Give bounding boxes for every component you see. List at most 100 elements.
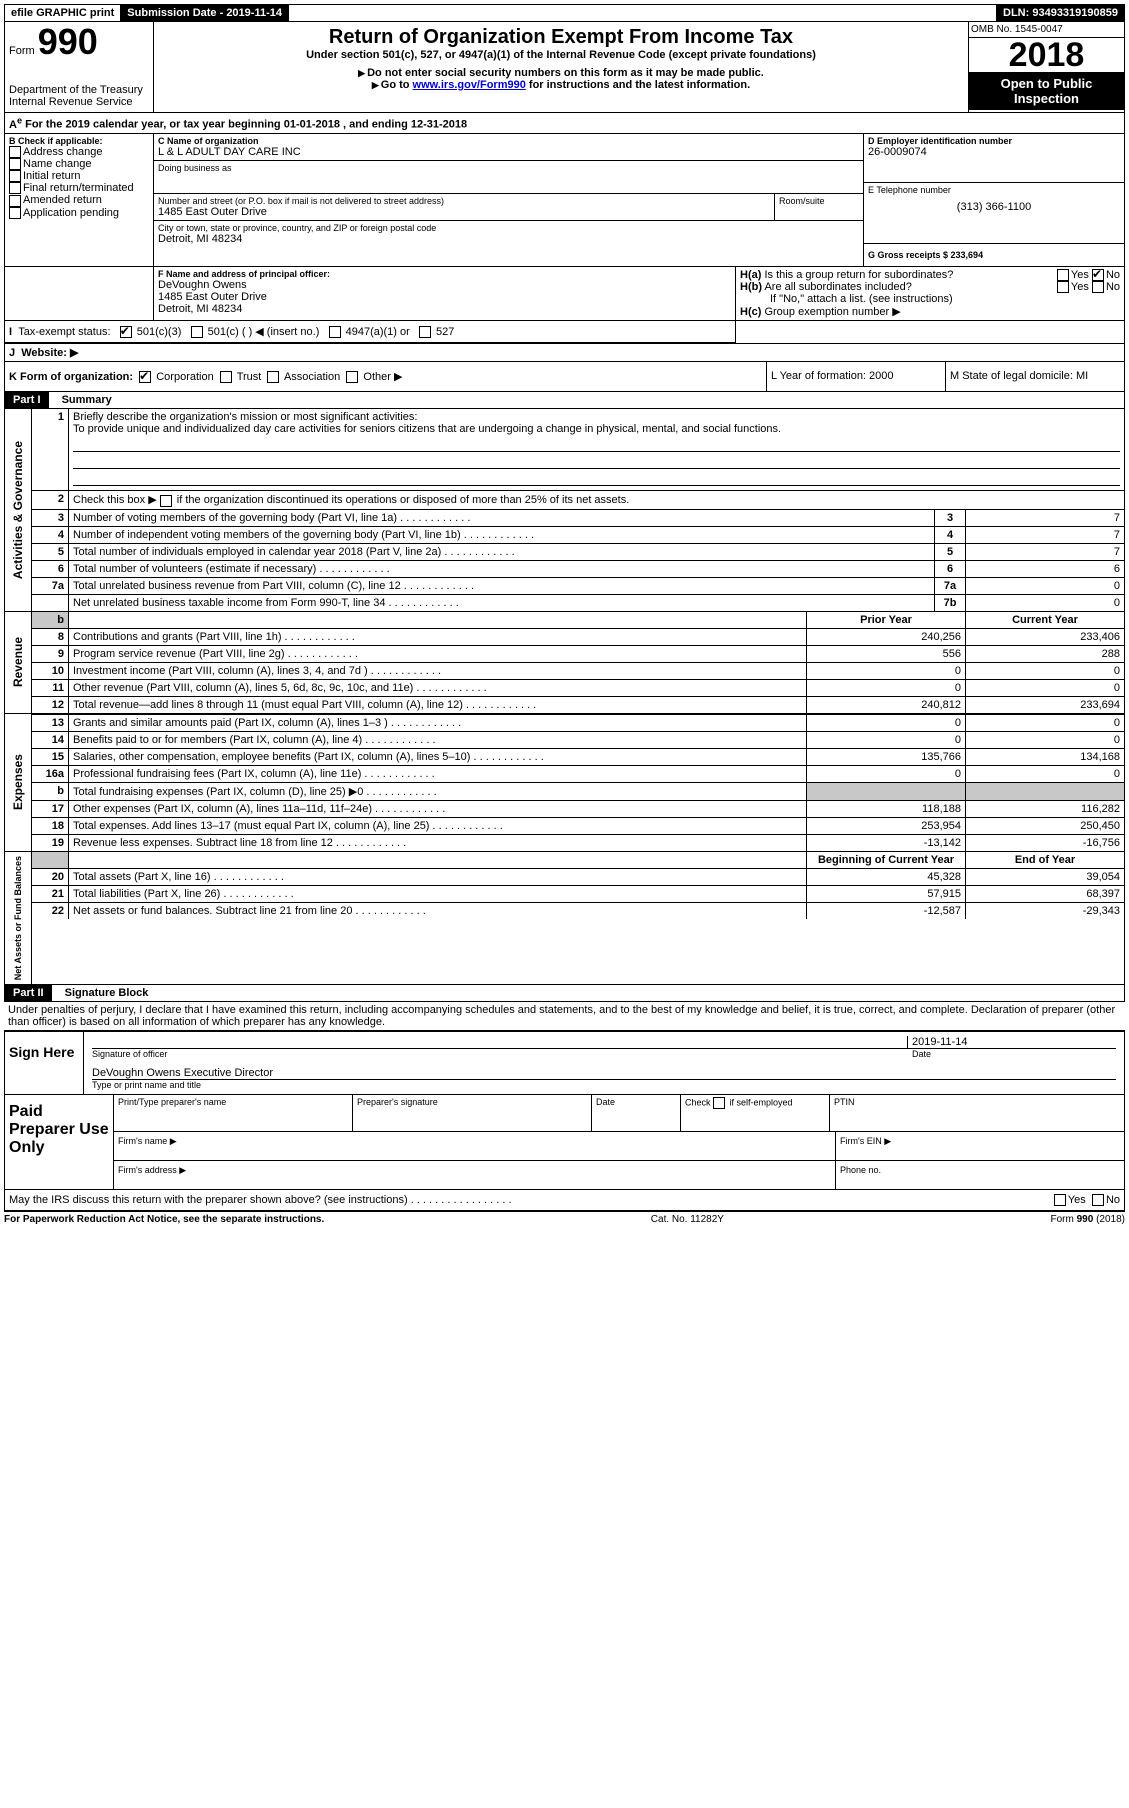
officer-name: DeVoughn Owens [158,279,731,291]
efile-label: efile GRAPHIC print [5,5,121,21]
l2-checkbox[interactable] [160,495,172,507]
hb-note: If "No," attach a list. (see instruction… [740,293,1120,305]
discuss-no[interactable] [1092,1194,1104,1206]
part2-header-row: Part II Signature Block [4,985,1125,1002]
officer-addr1: 1485 East Outer Drive [158,291,731,303]
m-state: M State of legal domicile: MI [946,362,1124,391]
sign-here-label: Sign Here [5,1032,84,1094]
section-h: H(a) Is this a group return for subordin… [736,267,1124,320]
addr-change-checkbox[interactable] [9,146,21,158]
officer-sig-name: DeVoughn Owens Executive Director [92,1059,1116,1080]
net-rows: 20Total assets (Part X, line 16)45,32839… [32,868,1124,919]
rev-vlabel: Revenue [9,633,27,691]
part1-hdr: Part I [5,392,49,408]
note-ssn: Do not enter social security numbers on … [367,67,764,79]
hb-yes[interactable] [1057,281,1069,293]
top-bar: efile GRAPHIC print Submission Date - 20… [4,4,1125,22]
arrow-icon [358,67,367,79]
line-a-text: Ae [9,119,22,131]
f-lbl: F Name and address of principal officer: [158,269,731,279]
d-lbl: D Employer identification number [868,136,1120,146]
form-title: Return of Organization Exempt From Incom… [158,26,964,49]
discuss-yes[interactable] [1054,1194,1066,1206]
discuss-row: May the IRS discuss this return with the… [4,1190,1125,1211]
open-inspection: Open to Public Inspection [969,72,1124,110]
officer-addr2: Detroit, MI 48234 [158,303,731,315]
footer-right: Form 990 (2018) [1051,1214,1125,1225]
header-left: Form 990 Department of the Treasury Inte… [5,22,154,112]
section-b: B Check if applicable: Address change Na… [5,134,154,266]
form990-link[interactable]: www.irs.gov/Form990 [413,79,526,91]
org-address: 1485 East Outer Drive [158,206,770,218]
self-emp-checkbox[interactable] [713,1097,725,1109]
final-return-checkbox[interactable] [9,182,21,194]
mission-text: To provide unique and individualized day… [73,423,781,435]
exp-vlabel: Expenses [9,750,27,814]
telephone: (313) 366-1100 [868,201,1120,213]
sign-block: Sign Here 2019-11-14 Signature of office… [4,1030,1125,1095]
hb-no[interactable] [1092,281,1104,293]
bcdeg-block: B Check if applicable: Address change Na… [4,134,1125,267]
501c3-checkbox[interactable] [120,326,132,338]
section-c: C Name of organization L & L ADULT DAY C… [154,134,864,266]
line-a: Ae For the 2019 calendar year, or tax ye… [4,113,1125,134]
part2-hdr: Part II [5,985,52,1001]
org-city: Detroit, MI 48234 [158,233,859,245]
form-subtitle: Under section 501(c), 527, or 4947(a)(1)… [158,49,964,61]
part1-body: Activities & Governance 1 Briefly descri… [4,409,1125,611]
trust-checkbox[interactable] [220,371,232,383]
dba-lbl: Doing business as [158,163,859,173]
527-checkbox[interactable] [419,326,431,338]
other-checkbox[interactable] [346,371,358,383]
b-label: B Check if applicable: [9,136,149,146]
footer: For Paperwork Reduction Act Notice, see … [4,1211,1125,1225]
irs: Internal Revenue Service [9,96,149,108]
net-vlabel: Net Assets or Fund Balances [11,852,25,984]
form-header: Form 990 Department of the Treasury Inte… [4,22,1125,113]
fh-block: F Name and address of principal officer:… [4,267,1125,321]
paid-prep-label: Paid Preparer Use Only [5,1095,114,1189]
note-goto-b: for instructions and the latest informat… [526,79,750,91]
sig-date: 2019-11-14 [907,1036,1116,1049]
ha-no[interactable] [1092,269,1104,281]
4947-checkbox[interactable] [329,326,341,338]
declaration: Under penalties of perjury, I declare th… [4,1002,1125,1030]
e-lbl: E Telephone number [868,185,1120,195]
footer-left: For Paperwork Reduction Act Notice, see … [4,1214,324,1225]
part2-title: Signature Block [55,987,149,999]
spacer [289,5,997,21]
room-lbl: Room/suite [775,194,863,220]
dln: DLN: 93493319190859 [997,5,1124,21]
spacer-left [5,267,154,320]
preparer-block: Paid Preparer Use Only Print/Type prepar… [4,1095,1125,1190]
part1-header-row: Part I Summary [4,392,1125,409]
form-prefix: Form [9,45,35,57]
addr-lbl: Number and street (or P.O. box if mail i… [158,196,770,206]
rev-block: Revenue b Prior Year Current Year 8Contr… [4,612,1125,714]
assoc-checkbox[interactable] [267,371,279,383]
part1-title: Summary [52,394,112,406]
gov-rows: 3Number of voting members of the governi… [32,509,1124,611]
city-lbl: City or town, state or province, country… [158,223,859,233]
name-change-checkbox[interactable] [9,158,21,170]
amended-checkbox[interactable] [9,195,21,207]
tax-year: 2018 [969,38,1124,72]
klm-row: K Form of organization: Corporation Trus… [4,362,1125,392]
app-pending-checkbox[interactable] [9,207,21,219]
g-gross: G Gross receipts $ 233,694 [864,244,1124,266]
corp-checkbox[interactable] [139,371,151,383]
l-year: L Year of formation: 2000 [767,362,946,391]
section-f: F Name and address of principal officer:… [154,267,736,320]
ij-block: I Tax-exempt status: 501(c)(3) 501(c) ( … [4,321,1125,344]
submission-date: Submission Date - 2019-11-14 [121,5,289,21]
gov-vlabel-cell: Activities & Governance [5,409,32,610]
header-mid: Return of Organization Exempt From Incom… [154,22,969,112]
ein: 26-0009074 [868,146,1120,158]
net-block: Net Assets or Fund Balances Beginning of… [4,852,1125,985]
ha-yes[interactable] [1057,269,1069,281]
section-deg: D Employer identification number 26-0009… [864,134,1124,266]
501c-checkbox[interactable] [191,326,203,338]
dept-treasury: Department of the Treasury [9,84,149,96]
initial-return-checkbox[interactable] [9,170,21,182]
footer-mid: Cat. No. 11282Y [651,1214,724,1225]
